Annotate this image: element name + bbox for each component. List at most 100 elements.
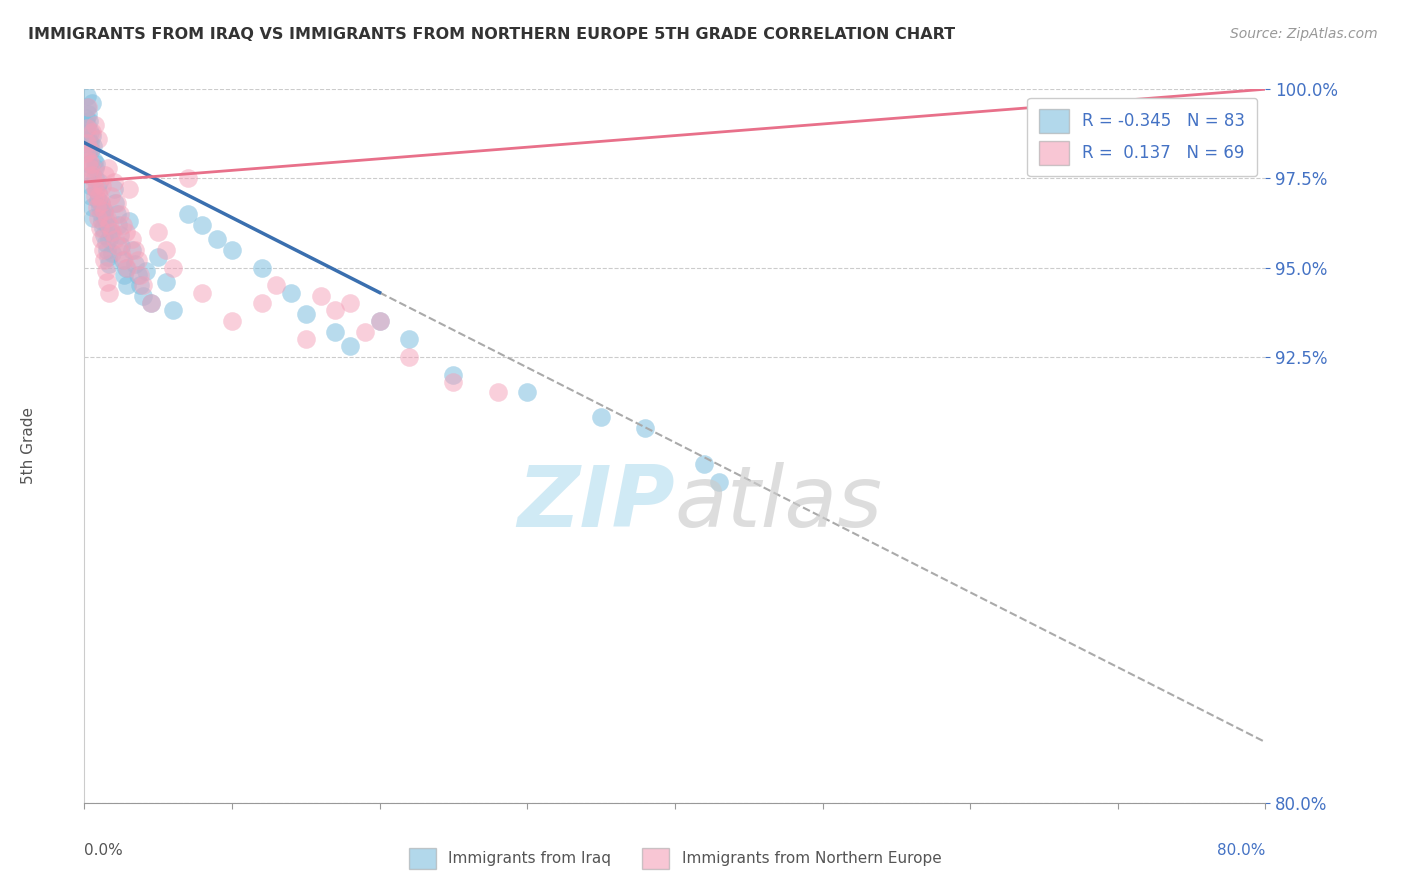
Point bbox=[101, 225, 124, 239]
Point bbox=[280, 285, 302, 300]
Point bbox=[87, 189, 111, 203]
Point bbox=[591, 410, 613, 425]
Point bbox=[115, 278, 138, 293]
Point bbox=[84, 157, 107, 171]
Point bbox=[110, 239, 132, 253]
Point bbox=[79, 143, 101, 157]
Point bbox=[80, 125, 103, 139]
Point bbox=[634, 421, 657, 435]
Point bbox=[77, 107, 100, 121]
Point bbox=[354, 325, 377, 339]
Point bbox=[93, 228, 115, 243]
Point bbox=[84, 171, 107, 186]
Point bbox=[80, 189, 103, 203]
Point bbox=[82, 139, 104, 153]
Point bbox=[101, 246, 124, 260]
Point bbox=[93, 253, 115, 268]
Point bbox=[112, 268, 135, 282]
Point bbox=[110, 246, 132, 260]
Point bbox=[221, 243, 243, 257]
Point bbox=[162, 303, 184, 318]
Point bbox=[100, 225, 122, 239]
Point bbox=[139, 296, 162, 310]
Point bbox=[339, 296, 361, 310]
Point bbox=[93, 203, 115, 218]
Point bbox=[398, 332, 420, 346]
Point bbox=[205, 232, 228, 246]
Point bbox=[135, 264, 157, 278]
Point bbox=[83, 153, 105, 168]
Point bbox=[76, 118, 98, 132]
Point bbox=[709, 475, 731, 489]
Point bbox=[103, 182, 125, 196]
Point bbox=[124, 257, 146, 271]
Point bbox=[132, 278, 155, 293]
Text: ZIP: ZIP bbox=[517, 461, 675, 545]
Point bbox=[76, 121, 98, 136]
Point bbox=[441, 368, 464, 382]
Text: Source: ZipAtlas.com: Source: ZipAtlas.com bbox=[1230, 27, 1378, 41]
Point bbox=[94, 264, 117, 278]
Point bbox=[264, 278, 288, 293]
Point bbox=[177, 171, 200, 186]
Point bbox=[91, 214, 114, 228]
Point bbox=[96, 243, 118, 257]
Point bbox=[98, 257, 121, 271]
Point bbox=[87, 193, 110, 207]
Text: 5th Grade: 5th Grade bbox=[21, 408, 35, 484]
Point bbox=[77, 157, 100, 171]
Point bbox=[107, 218, 129, 232]
Legend: R = -0.345   N = 83, R =  0.137   N = 69: R = -0.345 N = 83, R = 0.137 N = 69 bbox=[1028, 97, 1257, 177]
Point bbox=[97, 285, 120, 300]
Point bbox=[80, 157, 103, 171]
Point bbox=[76, 89, 98, 103]
Point bbox=[94, 211, 117, 225]
Point bbox=[76, 132, 98, 146]
Legend: Immigrants from Iraq, Immigrants from Northern Europe: Immigrants from Iraq, Immigrants from No… bbox=[402, 841, 948, 875]
Point bbox=[486, 385, 509, 400]
Point bbox=[87, 211, 110, 225]
Point bbox=[108, 207, 131, 221]
Point bbox=[86, 186, 108, 200]
Point bbox=[77, 114, 100, 128]
Point bbox=[91, 243, 114, 257]
Point bbox=[155, 243, 177, 257]
Point bbox=[91, 221, 114, 235]
Point bbox=[94, 168, 117, 182]
Point bbox=[83, 161, 105, 175]
Point bbox=[97, 250, 120, 264]
Point bbox=[115, 260, 138, 275]
Point bbox=[114, 225, 136, 239]
Point bbox=[86, 178, 108, 193]
Point bbox=[77, 146, 100, 161]
Point bbox=[90, 196, 112, 211]
Point bbox=[111, 218, 134, 232]
Text: 80.0%: 80.0% bbox=[1218, 843, 1265, 858]
Point bbox=[104, 232, 127, 246]
Point bbox=[89, 200, 111, 214]
Point bbox=[77, 153, 100, 168]
Point bbox=[76, 100, 98, 114]
Point bbox=[105, 196, 128, 211]
Point bbox=[191, 285, 214, 300]
Point bbox=[118, 214, 141, 228]
Point bbox=[91, 178, 114, 193]
Point bbox=[80, 96, 103, 111]
Point bbox=[148, 225, 170, 239]
Point bbox=[90, 207, 112, 221]
Point bbox=[250, 260, 273, 275]
Text: IMMIGRANTS FROM IRAQ VS IMMIGRANTS FROM NORTHERN EUROPE 5TH GRADE CORRELATION CH: IMMIGRANTS FROM IRAQ VS IMMIGRANTS FROM … bbox=[28, 27, 955, 42]
Point bbox=[97, 232, 120, 246]
Point bbox=[323, 325, 347, 339]
Point bbox=[295, 332, 318, 346]
Point bbox=[79, 125, 101, 139]
Text: 0.0%: 0.0% bbox=[84, 843, 124, 858]
Point bbox=[398, 350, 420, 364]
Point bbox=[96, 218, 118, 232]
Point bbox=[82, 168, 104, 182]
Point bbox=[107, 239, 129, 253]
Point bbox=[86, 200, 108, 214]
Point bbox=[76, 136, 98, 150]
Point bbox=[155, 275, 177, 289]
Point bbox=[114, 260, 136, 275]
